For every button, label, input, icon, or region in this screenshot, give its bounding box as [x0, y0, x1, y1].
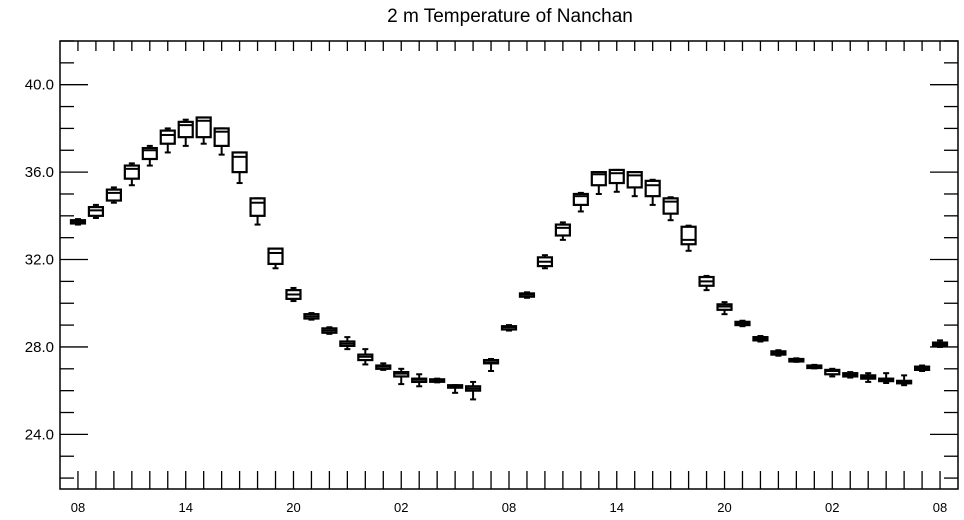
iqr-box: [195, 116, 212, 139]
y-tick-label: 40.0: [25, 77, 54, 94]
x-tick-label: 20: [717, 500, 731, 515]
box-item: [662, 196, 679, 222]
iqr-box: [267, 247, 284, 266]
box-item: [878, 372, 895, 385]
box-item: [393, 367, 410, 386]
iqr-box: [249, 197, 266, 217]
box-item: [896, 374, 913, 387]
box-item: [518, 291, 536, 299]
box-item: [123, 162, 140, 187]
box-item: [375, 362, 392, 371]
box-item: [195, 116, 212, 145]
box-item: [644, 178, 661, 206]
x-tick-label: 08: [71, 500, 85, 515]
box-item: [842, 371, 859, 379]
box-item: [411, 373, 428, 388]
x-tick-label: 14: [178, 500, 192, 515]
box-item: [752, 335, 769, 343]
y-axis: 24.0 28.0 32.0 36.0 40.0: [25, 40, 958, 479]
iqr-box: [105, 188, 122, 202]
chart-title: 2 m Temperature of Nanchan: [387, 6, 633, 27]
box-item: [464, 380, 482, 401]
box-item: [285, 286, 302, 303]
box-item: [590, 171, 607, 195]
x-tick-label: 14: [610, 500, 624, 515]
box-item: [87, 203, 105, 220]
y-tick-label: 36.0: [25, 164, 54, 181]
box-item: [536, 254, 554, 270]
x-tick-label: 20: [286, 500, 300, 515]
iqr-box: [159, 129, 176, 145]
x-axis: 08 14 20 02 08 14 20 02 08: [71, 41, 947, 515]
x-tick-label: 08: [502, 500, 516, 515]
plot-frame: [59, 40, 959, 490]
box-item: [105, 186, 122, 204]
box-item: [698, 274, 715, 292]
iqr-box: [824, 368, 841, 376]
box-item: [572, 191, 589, 213]
box-item: [734, 319, 751, 328]
box-item: [931, 339, 949, 348]
box-item: [69, 218, 87, 226]
box-item: [429, 377, 446, 384]
box-item: [213, 127, 230, 156]
box-item: [626, 171, 643, 198]
box-item: [357, 348, 374, 366]
box-item: [249, 197, 266, 226]
box-item: [770, 349, 787, 357]
iqr-box: [231, 151, 248, 174]
iqr-box: [554, 223, 571, 237]
box-item: [680, 224, 697, 252]
box-item: [177, 118, 194, 147]
box-item: [860, 372, 877, 383]
iqr-box: [141, 146, 158, 161]
box-item: [608, 168, 625, 193]
box-item: [339, 336, 356, 351]
box-item: [716, 301, 733, 316]
iqr-box: [680, 225, 697, 246]
iqr-box: [123, 164, 140, 180]
box-item: [303, 312, 320, 321]
box-item: [913, 364, 931, 372]
x-tick-label: 02: [825, 500, 839, 515]
box-item: [788, 357, 805, 363]
iqr-box: [644, 179, 661, 198]
box-item: [806, 363, 823, 370]
iqr-box: [608, 168, 625, 185]
y-tick-label: 24.0: [25, 426, 54, 443]
y-tick-label: 28.0: [25, 339, 54, 356]
iqr-box: [590, 171, 607, 187]
x-tick-label: 02: [394, 500, 408, 515]
box-item: [500, 324, 518, 332]
box-item: [267, 247, 284, 270]
box-item: [141, 144, 158, 167]
box-item: [321, 326, 338, 335]
iqr-box: [572, 192, 589, 207]
box-item: [824, 367, 841, 378]
iqr-box: [213, 127, 230, 147]
box-item: [554, 221, 571, 241]
iqr-box: [87, 205, 105, 217]
box-item: [159, 127, 176, 154]
box-series: [69, 116, 949, 401]
box-item: [482, 357, 500, 372]
y-tick-label: 32.0: [25, 252, 54, 269]
box-item: [231, 151, 248, 185]
box-item: [447, 384, 464, 394]
x-tick-label: 08: [933, 500, 947, 515]
